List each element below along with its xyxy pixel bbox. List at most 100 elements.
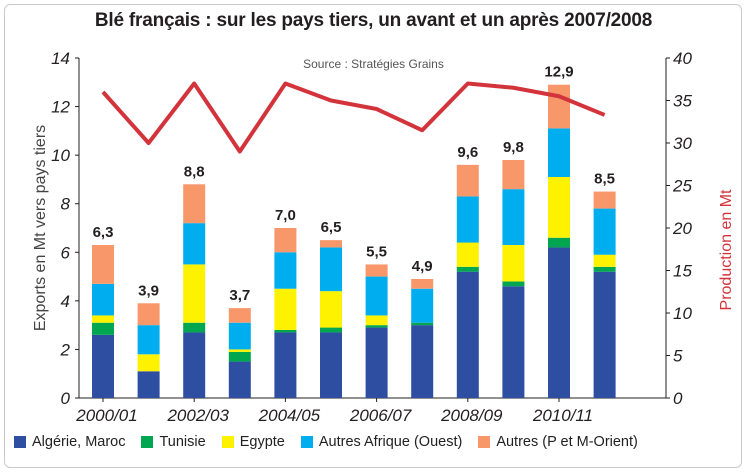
x-tick-label: 2002/03	[166, 406, 229, 425]
bar-segment-1	[92, 322, 114, 335]
bar-segment-3	[320, 247, 342, 292]
bar-segment-1	[320, 327, 342, 333]
bar-total-label: 3,9	[138, 282, 159, 299]
bar-segment-4	[365, 264, 388, 277]
legend-swatch	[300, 436, 313, 448]
legend-label: Egypte	[239, 434, 285, 450]
bar-segment-2	[92, 315, 114, 323]
bar-total-label: 8,5	[594, 171, 615, 188]
legend-label: Autres Afrique (Ouest)	[318, 434, 463, 450]
x-tick-label: 2006/07	[349, 406, 412, 425]
legend-swatch	[478, 436, 491, 448]
bar-segment-0	[137, 371, 160, 398]
bar-segment-2	[548, 177, 570, 238]
y-tick-label-left: 0	[61, 389, 71, 408]
bar-segment-3	[228, 322, 251, 350]
y-tick-label-left: 4	[61, 292, 70, 311]
bar-segment-2	[502, 245, 525, 282]
y-tick-label-left: 12	[51, 98, 70, 117]
bar-segment-2	[320, 291, 342, 328]
bar-segment-2	[183, 264, 206, 323]
bar-segment-3	[411, 288, 434, 323]
legend-swatch	[141, 436, 154, 448]
bar-total-label: 12,9	[544, 64, 573, 81]
bar-total-label: 6,3	[93, 224, 114, 241]
bar-segment-1	[593, 266, 616, 272]
bar-segment-0	[593, 271, 616, 398]
y-tick-label-right: 30	[673, 134, 692, 153]
chart-title: Blé français : sur les pays tiers, un av…	[94, 10, 653, 31]
legend-item: Egypte	[221, 434, 285, 450]
legend-label: Autres (P et M-Orient)	[496, 434, 638, 450]
bar-segment-0	[502, 286, 525, 398]
bar-segment-2	[365, 315, 388, 326]
bar-total-label: 7,0	[275, 207, 296, 224]
legend-swatch	[221, 436, 234, 448]
y-axis-title-right: Production en Mt	[718, 189, 735, 311]
legend-swatch	[14, 436, 26, 448]
bar-segment-1	[411, 322, 434, 326]
bar-segment-2	[274, 288, 297, 330]
production-line	[101, 81, 606, 154]
bar-segment-4	[411, 279, 434, 289]
bar-total-label: 9,8	[503, 139, 524, 156]
bar-segment-2	[137, 354, 160, 372]
x-tick-label: 2008/09	[440, 406, 503, 425]
bar-segment-0	[365, 327, 388, 398]
bar-segment-4	[228, 308, 251, 323]
x-tick-label: 2000/01	[75, 406, 137, 425]
bar-segment-3	[365, 276, 388, 316]
bar-segment-0	[548, 247, 570, 398]
bar-segment-4	[320, 240, 342, 248]
bar-segment-0	[274, 332, 297, 398]
bar-segment-4	[456, 164, 479, 197]
bar-segment-0	[411, 325, 434, 398]
bar-segment-1	[183, 322, 206, 333]
bar-segment-1	[365, 325, 388, 328]
bar-segment-0	[456, 271, 479, 398]
bar-total-label: 3,7	[229, 287, 250, 304]
bar-total-label: 8,8	[184, 163, 205, 180]
x-tick-label: 2004/05	[258, 406, 321, 425]
bar-segment-3	[502, 189, 525, 245]
legend-label: Tunisie	[159, 434, 206, 450]
bar-segment-1	[502, 281, 525, 287]
bar-total-label: 6,5	[321, 219, 342, 236]
y-tick-label-right: 15	[673, 262, 692, 281]
bar-segment-1	[456, 266, 479, 272]
bar-total-label: 4,9	[412, 258, 433, 275]
bar-segment-0	[320, 332, 342, 398]
bar-segment-0	[92, 334, 114, 398]
bar-segment-4	[92, 245, 114, 284]
y-tick-label-right: 35	[673, 92, 692, 111]
y-tick-label-left: 8	[61, 195, 71, 214]
bar-segment-3	[456, 196, 479, 243]
y-tick-label-right: 0	[673, 389, 683, 408]
bar-segment-3	[183, 223, 206, 265]
legend-item: Autres (P et M-Orient)	[478, 434, 638, 450]
bar-segment-4	[274, 228, 297, 253]
chart-legend: Algérie, Maroc Tunisie Egypte Autres Afriqu…	[14, 431, 654, 453]
bar-segment-2	[456, 242, 479, 267]
bar-segment-2	[228, 349, 251, 352]
bar-segment-4	[183, 184, 206, 224]
bar-segment-1	[228, 351, 251, 362]
bar-segment-4	[593, 191, 616, 209]
bar-segment-3	[137, 325, 160, 355]
bar-segment-2	[593, 254, 616, 267]
y-tick-label-right: 5	[673, 347, 683, 366]
bar-segment-4	[502, 160, 525, 190]
y-tick-label-left: 2	[60, 340, 71, 359]
x-tick-label: 2010/11	[532, 406, 593, 425]
bar-segment-3	[92, 283, 114, 316]
bar-segment-0	[183, 332, 206, 398]
chart-source: Source : Stratégies Grains	[303, 57, 444, 71]
bar-segment-4	[137, 303, 160, 326]
bar-segment-3	[593, 208, 616, 255]
bar-segment-1	[274, 330, 297, 333]
y-tick-label-left: 6	[61, 243, 71, 262]
legend-item: Tunisie	[141, 434, 206, 450]
bar-segment-0	[228, 361, 251, 398]
legend-item: Algérie, Maroc	[14, 434, 125, 450]
y-tick-label-left: 10	[51, 146, 70, 165]
